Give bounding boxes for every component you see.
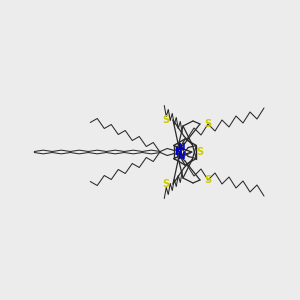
- Text: S: S: [197, 147, 204, 157]
- Text: S: S: [162, 115, 169, 125]
- Text: N: N: [177, 143, 184, 152]
- Text: N: N: [174, 148, 182, 157]
- Text: S: S: [204, 119, 211, 129]
- Text: S: S: [204, 175, 211, 185]
- Text: N: N: [177, 152, 184, 161]
- Text: S: S: [162, 179, 169, 189]
- Text: N: N: [174, 147, 182, 156]
